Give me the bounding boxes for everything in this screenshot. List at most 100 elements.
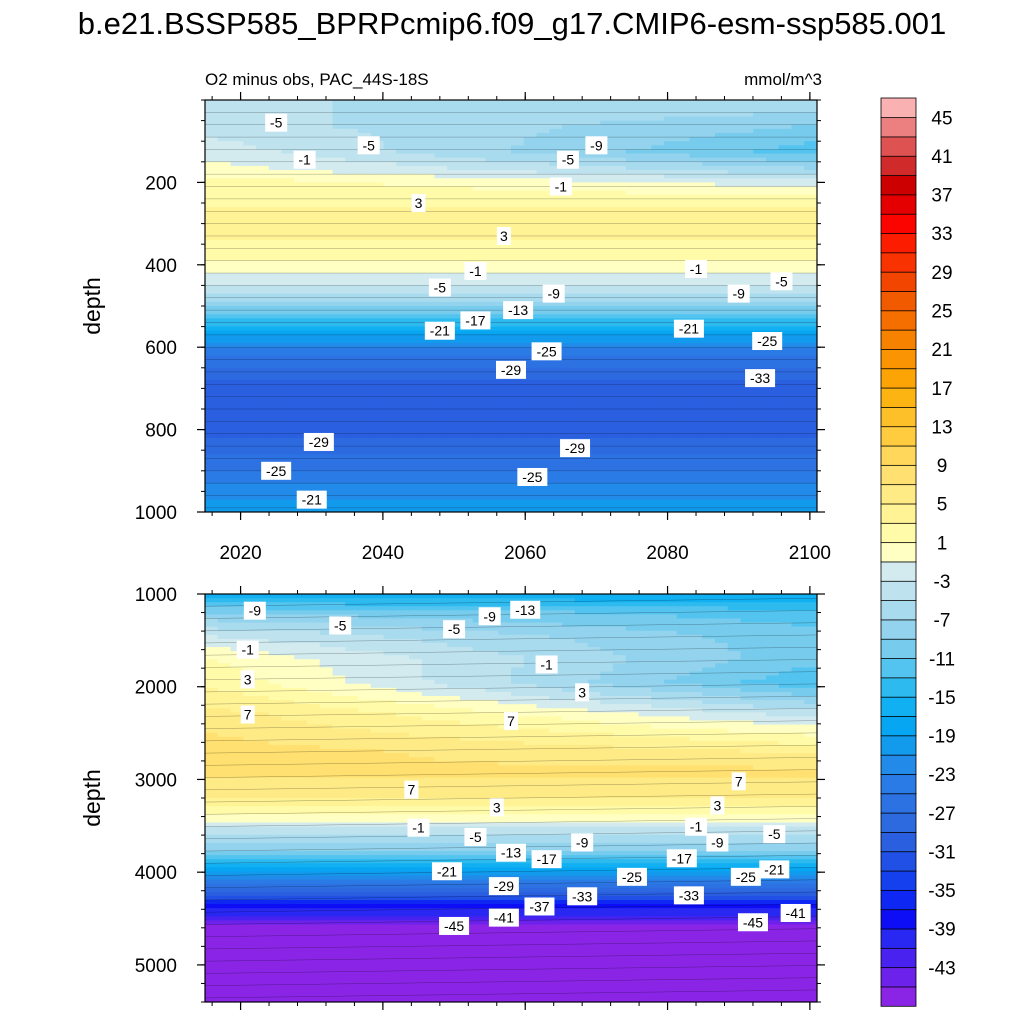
contour-cell bbox=[600, 355, 614, 361]
contour-cell bbox=[753, 132, 767, 138]
contour-cell bbox=[625, 240, 640, 245]
contour-cell bbox=[434, 297, 448, 303]
contour-cell bbox=[485, 470, 499, 476]
contour-cell bbox=[383, 437, 397, 443]
contour-cell bbox=[370, 425, 385, 431]
contour-cell bbox=[358, 429, 372, 435]
contour-cell bbox=[536, 190, 550, 196]
contour-cell bbox=[574, 219, 589, 225]
contour-cell bbox=[766, 363, 780, 369]
contour-cell bbox=[613, 297, 627, 303]
contour-cell bbox=[549, 474, 563, 480]
contour-cell bbox=[613, 433, 627, 439]
contour-cell bbox=[536, 441, 550, 447]
contour-cell bbox=[217, 363, 232, 369]
contour-cell bbox=[625, 371, 640, 377]
contour-cell bbox=[268, 454, 283, 460]
contour-cell bbox=[498, 211, 512, 216]
contour-cell bbox=[804, 198, 817, 204]
contour-cell bbox=[205, 297, 219, 303]
contour-cell bbox=[485, 429, 499, 435]
contour-cell bbox=[319, 404, 334, 410]
contour-cell bbox=[804, 429, 817, 435]
contour-cell bbox=[562, 376, 576, 381]
contour-cell bbox=[740, 132, 754, 138]
contour-cell bbox=[460, 137, 474, 142]
contour-cell bbox=[421, 178, 436, 183]
contour-cell bbox=[778, 194, 793, 200]
contour-cell bbox=[230, 499, 244, 505]
contour-cell bbox=[651, 380, 665, 385]
contour-cell bbox=[753, 392, 767, 398]
contour-cell bbox=[409, 376, 423, 381]
contour-cell bbox=[256, 273, 270, 278]
contour-cell bbox=[217, 235, 232, 241]
contour-cell bbox=[702, 491, 716, 497]
contour-cell bbox=[447, 417, 461, 422]
contour-cell bbox=[804, 404, 817, 410]
contour-cell bbox=[651, 367, 665, 373]
contour-cell bbox=[715, 174, 729, 179]
contour-cell bbox=[562, 132, 576, 138]
contour-cell bbox=[319, 256, 334, 262]
contour-cell bbox=[383, 252, 397, 258]
contour-cell bbox=[307, 260, 321, 266]
contour-cell bbox=[664, 376, 678, 381]
contour-cell bbox=[791, 446, 805, 451]
contour-cell bbox=[625, 153, 640, 159]
contour-label-text: 3 bbox=[500, 228, 508, 244]
contour-cell bbox=[651, 104, 665, 109]
contour-cell bbox=[281, 219, 295, 225]
contour-cell bbox=[727, 367, 742, 373]
contour-cell bbox=[319, 186, 334, 192]
contour-cell bbox=[727, 441, 742, 447]
contour-cell bbox=[740, 507, 754, 512]
contour-cell bbox=[587, 409, 601, 414]
contour-cell bbox=[651, 441, 665, 447]
contour-cell bbox=[217, 425, 232, 431]
contour-cell bbox=[485, 297, 499, 303]
contour-cell bbox=[702, 404, 716, 410]
contour-cell bbox=[727, 425, 742, 431]
contour-cell bbox=[638, 359, 652, 365]
contour-cell bbox=[574, 462, 589, 468]
contour-cell bbox=[766, 182, 780, 188]
contour-cell bbox=[358, 355, 372, 361]
contour-cell bbox=[625, 137, 640, 142]
contour-cell bbox=[511, 297, 525, 303]
contour-cell bbox=[613, 376, 627, 381]
contour-cell bbox=[574, 157, 589, 163]
contour-cell bbox=[740, 474, 754, 480]
contour-cell bbox=[766, 124, 780, 130]
contour-cell bbox=[664, 351, 678, 357]
contour-cell bbox=[689, 433, 703, 439]
contour-cell bbox=[753, 116, 767, 122]
contour-cell bbox=[562, 355, 576, 361]
contour-cell bbox=[702, 371, 716, 377]
contour-cell bbox=[791, 161, 805, 167]
contour-cell bbox=[447, 190, 461, 196]
contour-cell bbox=[676, 483, 691, 488]
contour-cell bbox=[472, 182, 487, 188]
contour-cell bbox=[600, 503, 614, 509]
contour-cell bbox=[268, 244, 283, 249]
contour-cell bbox=[511, 268, 525, 274]
contour-cell bbox=[217, 437, 232, 443]
contour-cell bbox=[319, 421, 334, 427]
contour-cell bbox=[498, 203, 512, 208]
contour-cell bbox=[281, 429, 295, 435]
contour-cell bbox=[230, 244, 244, 249]
contour-cell bbox=[600, 182, 614, 188]
contour-cell bbox=[778, 256, 793, 262]
contour-cell bbox=[574, 310, 589, 315]
contour-cell bbox=[485, 116, 499, 122]
contour-cell bbox=[651, 141, 665, 146]
contour-cell bbox=[307, 194, 321, 200]
contour-cell bbox=[651, 437, 665, 443]
contour-cell bbox=[523, 499, 538, 505]
contour-cell bbox=[217, 499, 232, 505]
contour-cell bbox=[536, 219, 550, 225]
contour-cell bbox=[740, 170, 754, 175]
contour-cell bbox=[485, 483, 499, 488]
contour-cell bbox=[485, 499, 499, 505]
